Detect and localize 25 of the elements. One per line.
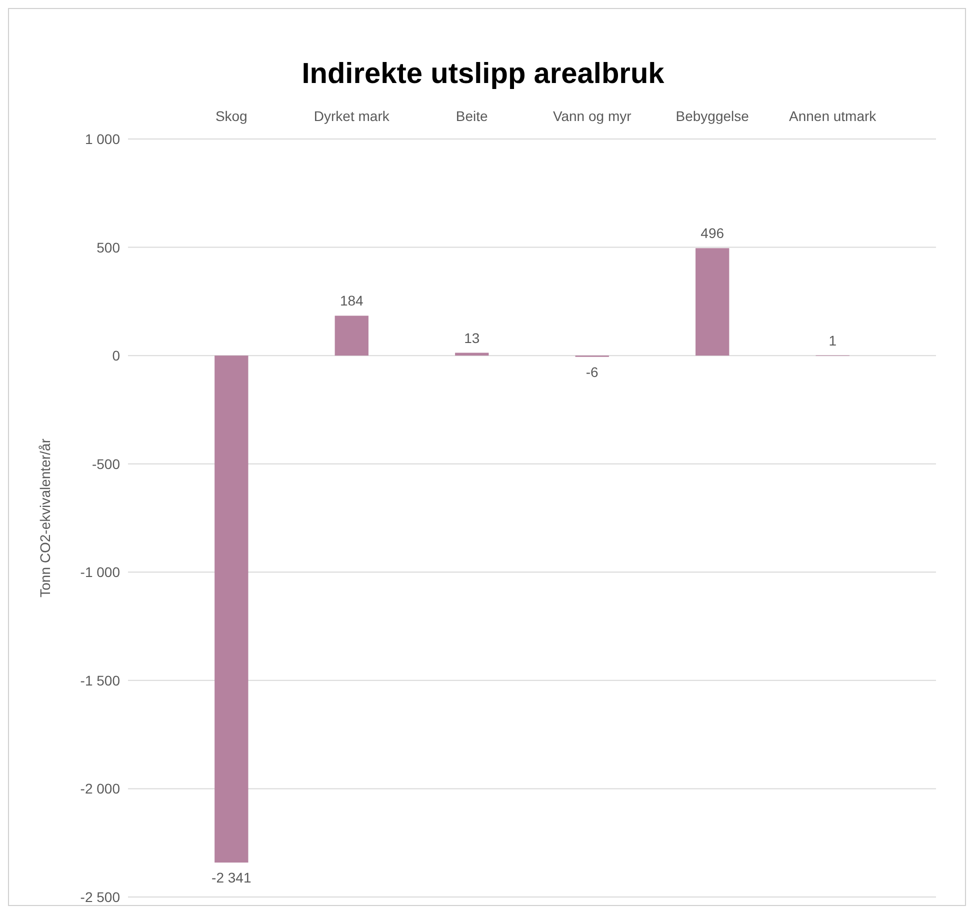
y-tick-label: -2 500 (80, 889, 120, 905)
bar (696, 248, 730, 356)
data-label: 13 (464, 330, 480, 346)
x-tick-label: Beite (456, 108, 488, 124)
y-tick-label: 500 (96, 239, 120, 256)
bar (214, 356, 248, 863)
y-tick-label: -1 500 (80, 672, 120, 688)
x-tick-label: Dyrket mark (314, 108, 390, 124)
chart-title: Indirekte utslipp arealbruk (302, 58, 666, 90)
y-axis-title: Tonn CO2-ekvivalenter/år (37, 438, 53, 598)
x-tick-label: Annen utmark (789, 108, 878, 124)
y-tick-label: -1 000 (80, 564, 120, 580)
data-label: 1 (828, 332, 837, 348)
data-label: -2 341 (212, 870, 252, 886)
x-tick-label: Skog (215, 108, 248, 124)
data-label: 496 (700, 225, 724, 242)
data-label: 184 (340, 292, 364, 309)
y-tick-label: 0 (112, 348, 120, 364)
bar (334, 316, 368, 356)
data-label: -6 (586, 364, 599, 380)
x-tick-label: Bebyggelse (676, 108, 750, 124)
y-tick-label: -2 000 (80, 780, 120, 797)
x-tick-label: Vann og myr (552, 108, 632, 124)
y-tick-label: 1 000 (84, 131, 120, 147)
y-tick-label: -500 (92, 456, 120, 472)
